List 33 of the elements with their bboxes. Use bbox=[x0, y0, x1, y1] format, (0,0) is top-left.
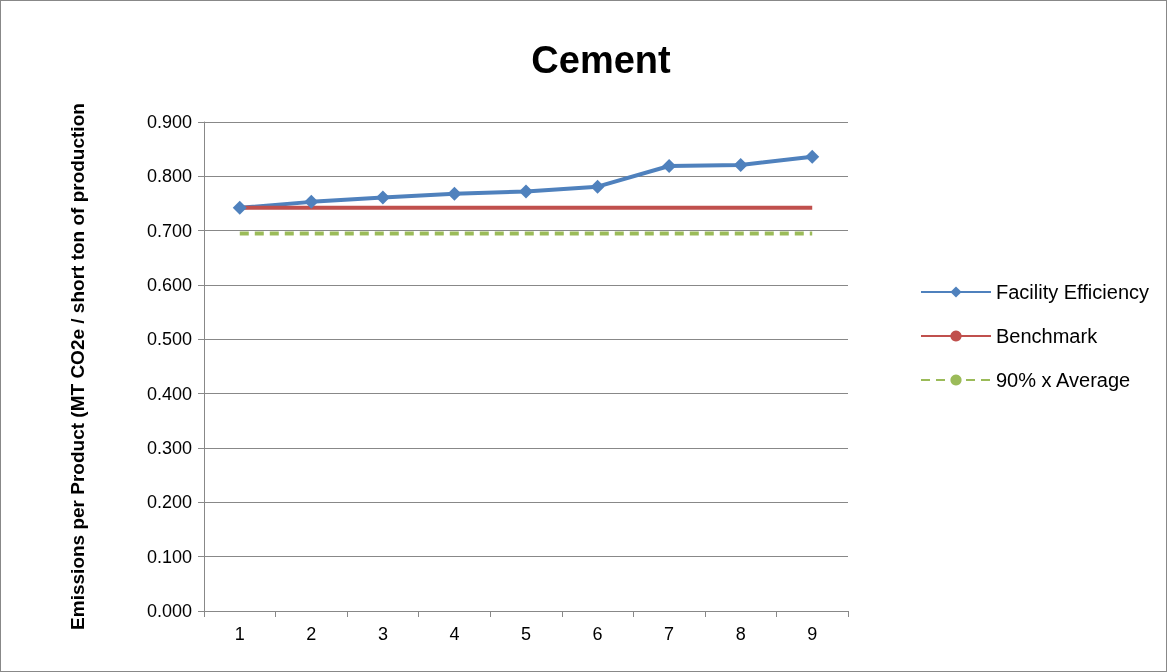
point bbox=[519, 184, 533, 199]
point bbox=[304, 194, 319, 209]
y-tick-label: 0.000 bbox=[146, 601, 192, 621]
point bbox=[447, 186, 462, 201]
x-tick-label: 3 bbox=[377, 624, 388, 644]
point bbox=[590, 179, 605, 194]
point bbox=[733, 157, 748, 172]
point bbox=[805, 149, 820, 164]
legend-label: Benchmark bbox=[995, 325, 1099, 347]
point bbox=[662, 159, 677, 174]
x-tick-label: 6 bbox=[592, 624, 603, 644]
point bbox=[232, 200, 247, 215]
x-tick-label: 4 bbox=[449, 624, 460, 644]
x-tick-label: 7 bbox=[664, 624, 675, 644]
y-tick-label: 0.900 bbox=[146, 112, 192, 132]
y-axis-title: Emissions per Product (MT CO2e / short ton of production bbox=[66, 103, 88, 630]
legend-label: Facility Efficiency bbox=[995, 281, 1150, 303]
y-tick-label: 0.400 bbox=[146, 383, 192, 404]
legend-label: 90% x Average bbox=[995, 369, 1131, 391]
y-tick-label: 0.200 bbox=[146, 492, 192, 513]
x-tick-label: 2 bbox=[306, 624, 317, 644]
y-tick-label: 0.500 bbox=[146, 329, 192, 350]
x-tick-label: 1 bbox=[234, 624, 245, 644]
y-tick-label: 0.600 bbox=[146, 275, 192, 295]
point bbox=[375, 190, 390, 205]
y-tick-label: 0.100 bbox=[146, 546, 192, 567]
chart-title: Cement bbox=[531, 39, 672, 81]
y-tick-label: 0.700 bbox=[146, 220, 192, 241]
x-tick-label: 8 bbox=[735, 624, 746, 644]
y-tick-label: 0.800 bbox=[146, 166, 192, 187]
x-tick-label: 9 bbox=[807, 624, 818, 644]
y-tick-label: 0.300 bbox=[146, 438, 192, 458]
x-tick-label: 5 bbox=[520, 624, 532, 644]
